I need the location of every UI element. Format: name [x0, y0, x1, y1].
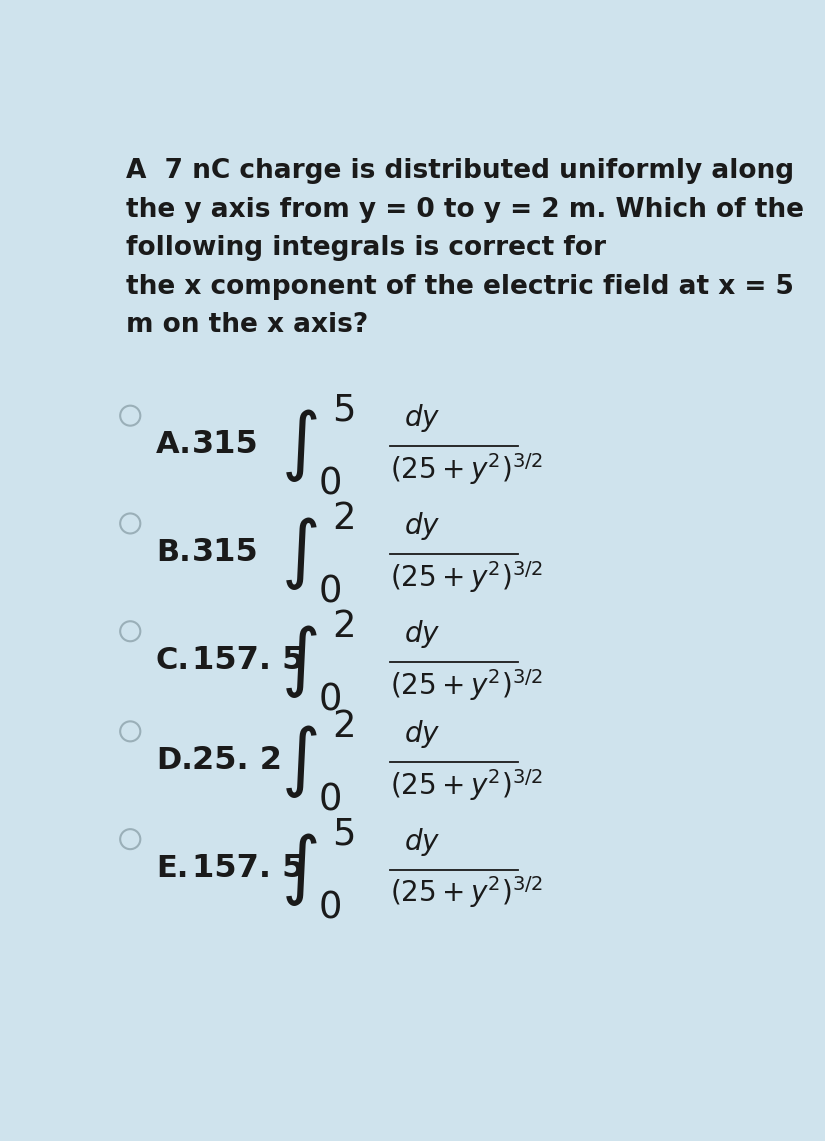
- Text: A.: A.: [156, 430, 191, 460]
- Text: $dy$: $dy$: [403, 826, 441, 858]
- Text: $(25+y^2)^{3/2}$: $(25+y^2)^{3/2}$: [390, 875, 543, 911]
- Text: $dy$: $dy$: [403, 510, 441, 542]
- Text: 157. 5: 157. 5: [192, 645, 304, 675]
- Circle shape: [120, 830, 140, 849]
- Text: $(25+y^2)^{3/2}$: $(25+y^2)^{3/2}$: [390, 559, 543, 594]
- Text: $dy$: $dy$: [403, 617, 441, 649]
- Text: B.: B.: [156, 539, 191, 567]
- Text: the x component of the electric field at x = 5: the x component of the electric field at…: [126, 274, 794, 300]
- Text: 157. 5: 157. 5: [192, 853, 304, 884]
- Text: $(25+y^2)^{3/2}$: $(25+y^2)^{3/2}$: [390, 666, 543, 703]
- Text: 315: 315: [192, 429, 259, 461]
- Circle shape: [120, 721, 140, 742]
- Text: $\int_{0}^{\,2}$: $\int_{0}^{\,2}$: [281, 707, 355, 814]
- Text: $\int_{0}^{\,2}$: $\int_{0}^{\,2}$: [281, 608, 355, 713]
- Text: 315: 315: [192, 537, 259, 568]
- Circle shape: [120, 513, 140, 534]
- Text: following integrals is correct for: following integrals is correct for: [126, 235, 606, 261]
- Text: the y axis from y = 0 to y = 2 m. Which of the: the y axis from y = 0 to y = 2 m. Which …: [126, 197, 804, 222]
- Text: E.: E.: [156, 853, 188, 883]
- Text: D.: D.: [156, 746, 193, 775]
- Text: $\int_{0}^{\,2}$: $\int_{0}^{\,2}$: [281, 500, 355, 606]
- Text: A  7 nC charge is distributed uniformly along: A 7 nC charge is distributed uniformly a…: [126, 159, 794, 185]
- Text: $dy$: $dy$: [403, 718, 441, 750]
- Text: $\int_{0}^{\,5}$: $\int_{0}^{\,5}$: [281, 393, 356, 497]
- Text: $dy$: $dy$: [403, 402, 441, 434]
- Text: C.: C.: [156, 646, 190, 675]
- Text: $\int_{0}^{\,5}$: $\int_{0}^{\,5}$: [281, 816, 356, 921]
- Text: m on the x axis?: m on the x axis?: [126, 313, 369, 339]
- Circle shape: [120, 406, 140, 426]
- Text: $(25+y^2)^{3/2}$: $(25+y^2)^{3/2}$: [390, 767, 543, 802]
- Text: 25. 2: 25. 2: [192, 745, 282, 776]
- Circle shape: [120, 621, 140, 641]
- Text: $(25+y^2)^{3/2}$: $(25+y^2)^{3/2}$: [390, 451, 543, 487]
